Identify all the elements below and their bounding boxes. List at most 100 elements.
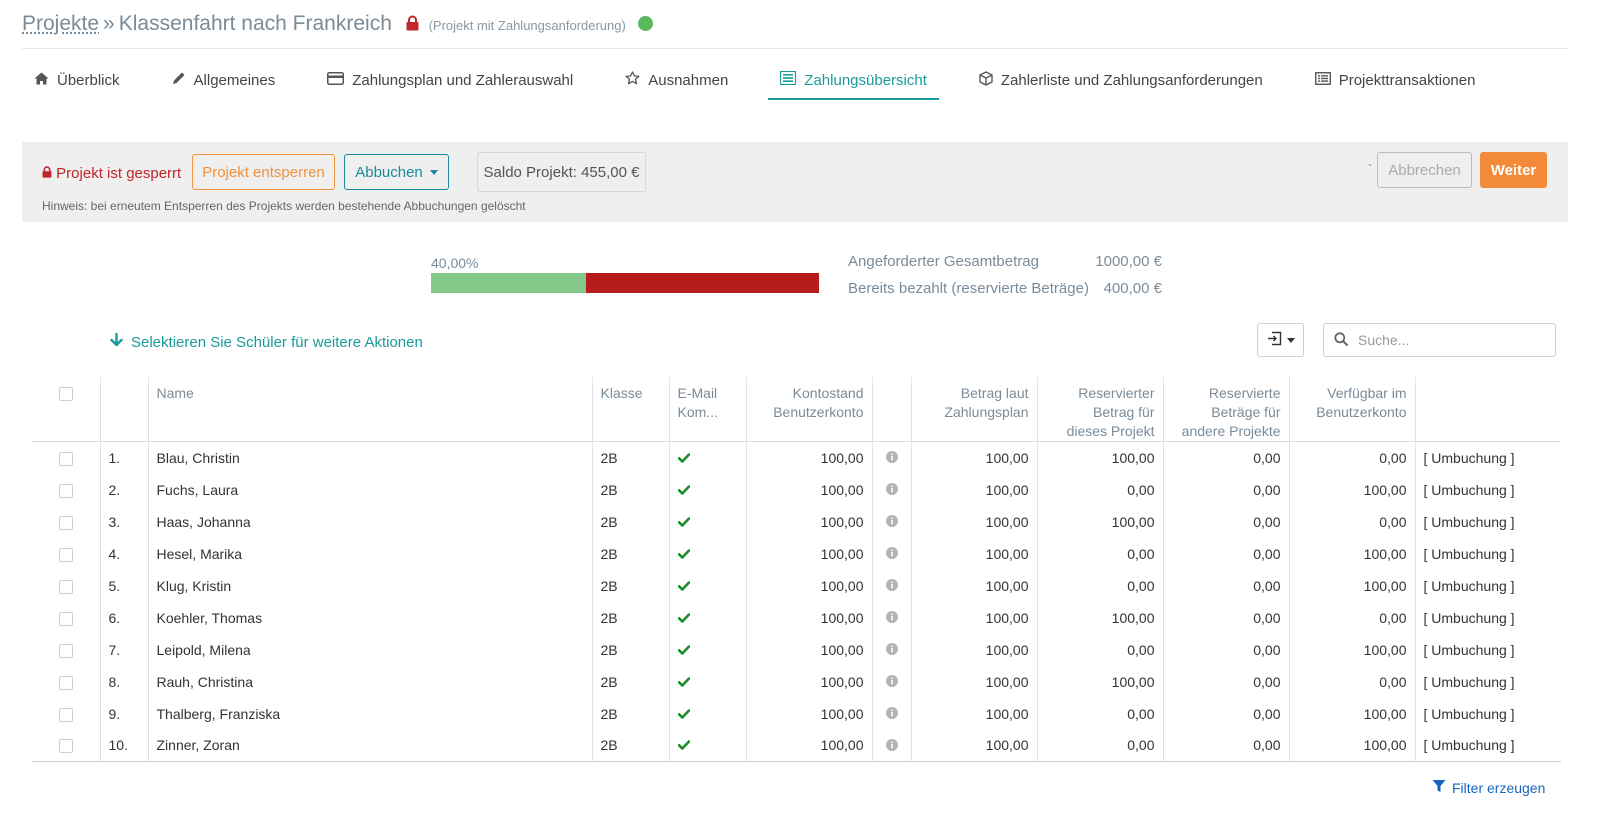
student-name: Klug, Kristin [147,569,592,602]
info-icon[interactable] [885,610,898,626]
cancel-button[interactable]: Abbrechen [1377,152,1472,188]
tab-zahlungsplan[interactable]: Zahlungsplan und Zahlerauswahl [315,62,585,98]
reserved-amount: 100,00 [1036,505,1163,538]
divider [22,48,1568,49]
available-amount: 100,00 [1288,537,1415,570]
info-icon[interactable] [885,706,898,722]
row-checkbox[interactable] [58,451,73,466]
umbuchung-link[interactable]: [ Umbuchung ] [1414,601,1561,634]
check-icon [677,610,690,626]
header-klasse[interactable]: Klasse [591,377,669,442]
account-balance: 100,00 [745,441,872,474]
umbuchung-link[interactable]: [ Umbuchung ] [1414,537,1561,570]
umbuchung-link[interactable]: [ Umbuchung ] [1414,665,1561,698]
table-row: 1. Blau, Christin 2B 100,00 100,00 100,00 0,00… [32,441,1561,474]
info-icon[interactable] [885,482,898,498]
reserved-amount: 100,00 [1036,441,1163,474]
header-betrag[interactable]: Betrag laut Zahlungsplan [910,377,1037,442]
check-icon [677,737,690,753]
search-input[interactable] [1356,331,1540,349]
info-icon[interactable] [885,578,898,594]
row-checkbox[interactable] [58,643,73,658]
select-students-hint[interactable]: Selektieren Sie Schüler für weitere Akti… [110,332,423,351]
action-panel [22,142,1568,222]
info-icon[interactable] [885,738,898,754]
info-icon[interactable] [885,674,898,690]
table-row: 2. Fuchs, Laura 2B 100,00 100,00 0,00 0,00 100,… [32,473,1561,506]
row-number: 8. [99,665,148,698]
header-reserviert-andere[interactable]: Reservierte Beträge für andere Projekte [1162,377,1289,442]
umbuchung-link[interactable]: [ Umbuchung ] [1414,505,1561,538]
row-checkbox[interactable] [58,579,73,594]
page-title: Projekte» Klassenfahrt nach Frankreich (P… [22,12,653,37]
reserved-other-projects: 0,00 [1162,537,1289,570]
umbuchung-link[interactable]: [ Umbuchung ] [1414,473,1561,506]
progress-percent: 40,00% [431,255,479,271]
row-number: 2. [99,473,148,506]
breadcrumb-projekte[interactable]: Projekte [22,12,100,35]
planned-amount: 100,00 [910,473,1037,506]
row-checkbox[interactable] [58,707,73,722]
caret-down-icon [1286,337,1295,343]
reserved-amount: 0,00 [1036,729,1163,762]
select-all-checkbox[interactable] [58,387,73,402]
info-icon[interactable] [885,546,898,562]
account-balance: 100,00 [745,601,872,634]
create-filter-link[interactable]: Filter erzeugen [1432,779,1545,796]
available-amount: 100,00 [1288,633,1415,666]
info-icon[interactable] [885,642,898,658]
table-row: 3. Haas, Johanna 2B 100,00 100,00 100,00 0,00 0… [32,505,1561,538]
unlock-project-button[interactable]: Projekt entsperren [192,154,335,190]
check-icon [677,546,690,562]
row-checkbox[interactable] [58,611,73,626]
info-icon[interactable] [885,514,898,530]
tab-bar: Überblick Allgemeines Zahlungsplan und Z… [22,62,1515,100]
row-checkbox[interactable] [58,547,73,562]
tab-ueberblick[interactable]: Überblick [22,62,132,98]
reserved-other-projects: 0,00 [1162,569,1289,602]
table-row: 8. Rauh, Christina 2B 100,00 100,00 100,00 0,0… [32,665,1561,698]
umbuchung-link[interactable]: [ Umbuchung ] [1414,729,1561,762]
row-checkbox[interactable] [58,675,73,690]
tab-allgemeines[interactable]: Allgemeines [160,62,288,98]
row-checkbox[interactable] [58,739,73,754]
project-title: Klassenfahrt nach Frankreich [118,12,392,35]
table-row: 10. Zinner, Zoran 2B 100,00 100,00 0,00 0,00 10… [32,729,1561,762]
header-action [1414,377,1561,442]
total-requested-value: 1000,00 € [1095,253,1162,270]
reserved-other-projects: 0,00 [1162,473,1289,506]
tab-ausnahmen[interactable]: Ausnahmen [613,62,740,98]
tab-zahlungsuebersicht[interactable]: Zahlungsübersicht [768,62,939,100]
umbuchung-link[interactable]: [ Umbuchung ] [1414,633,1561,666]
tab-zahlerliste[interactable]: Zahlerliste und Zahlungsanforderungen [967,62,1275,98]
row-checkbox[interactable] [58,483,73,498]
info-icon[interactable] [885,450,898,466]
credit-card-icon [327,71,352,89]
export-icon [1267,331,1282,349]
header-name[interactable]: Name [147,377,592,442]
header-verfuegbar[interactable]: Verfügbar im Benutzerkonto [1288,377,1415,442]
row-checkbox[interactable] [58,515,73,530]
export-dropdown-button[interactable] [1257,323,1304,357]
umbuchung-link[interactable]: [ Umbuchung ] [1414,569,1561,602]
progress-bar-fill [431,273,587,293]
row-number: 4. [99,537,148,570]
next-button[interactable]: Weiter [1480,152,1547,188]
student-name: Rauh, Christina [147,665,592,698]
student-name: Leipold, Milena [147,633,592,666]
header-kontostand[interactable]: Kontostand Benutzerkonto [745,377,872,442]
header-reserviert[interactable]: Reservierter Betrag für dieses Projekt [1036,377,1163,442]
umbuchung-link[interactable]: [ Umbuchung ] [1414,697,1561,730]
tab-projekttransaktionen[interactable]: Projekttransaktionen [1303,62,1488,98]
reserved-other-projects: 0,00 [1162,729,1289,762]
umbuchung-link[interactable]: [ Umbuchung ] [1414,441,1561,474]
tab-label: Projekttransaktionen [1338,71,1476,89]
reserved-other-projects: 0,00 [1162,665,1289,698]
student-class: 2B [591,729,669,762]
reserved-amount: 0,00 [1036,697,1163,730]
arrow-down-icon [110,332,131,351]
header-email[interactable]: E-Mail Kom... [668,377,746,442]
payments-table: Name Klasse E-Mail Kom... Kontostand Benut… [32,377,1561,762]
check-icon [677,578,690,594]
book-dropdown-button[interactable]: Abbuchen [344,154,449,190]
